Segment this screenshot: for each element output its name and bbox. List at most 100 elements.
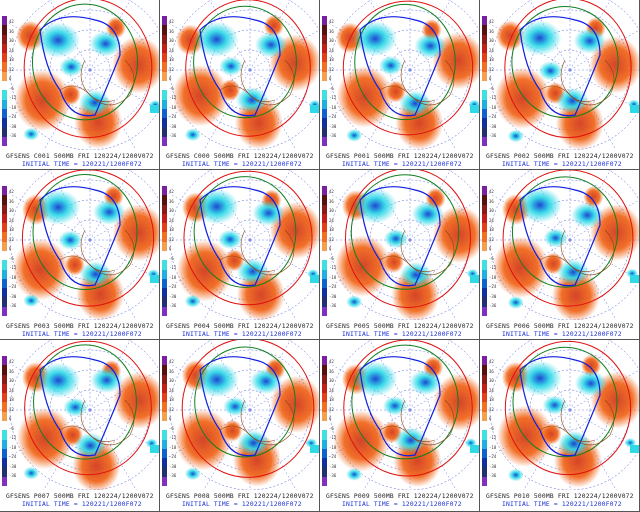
colorbar-label: -30	[9, 463, 17, 469]
colorbar-label: 24	[329, 47, 334, 53]
colorbar-label: 6	[169, 246, 172, 251]
colorbar-swatch	[2, 383, 7, 394]
colorbar-label: 12	[329, 236, 334, 242]
colorbar-swatch	[162, 232, 167, 242]
colorbar-swatch	[162, 411, 167, 421]
colorbar-label: 24	[169, 47, 174, 53]
colorbar-swatch	[2, 402, 7, 412]
ensemble-member-panel: 42 36 30 24 18 12 6 -6 -12 -18 -24 -30 -36 GFSENS P00…	[320, 0, 480, 170]
colorbar	[482, 356, 487, 486]
colorbar-label: 42	[489, 359, 494, 364]
colorbar-swatch	[162, 374, 167, 384]
initial-time-label: INITIAL TIME = 120221/1200F072	[342, 331, 462, 338]
colorbar-label: -30	[489, 123, 497, 129]
polar-stereographic-map	[480, 170, 639, 320]
colorbar-label: -36	[169, 303, 177, 308]
colorbar-label: 42	[489, 19, 494, 24]
colorbar-label: 12	[169, 236, 174, 242]
colorbar-swatch	[322, 99, 327, 109]
colorbar-swatch	[322, 71, 327, 81]
colorbar-label: -18	[169, 444, 177, 450]
colorbar-label: 24	[329, 217, 334, 223]
member-label: GFSENS C001 500MB FRI 120224/1200V072	[6, 153, 154, 160]
colorbar-label: 30	[169, 208, 174, 213]
colorbar-label: 42	[329, 19, 334, 24]
colorbar-label: -36	[329, 133, 337, 138]
colorbar-label: -12	[9, 435, 17, 440]
colorbar-label: 30	[329, 208, 334, 213]
colorbar-swatch	[162, 34, 167, 44]
colorbar-swatch	[162, 25, 167, 35]
ensemble-member-panel: 42 36 30 24 18 12 6 -6 -12 -18 -24 -30 -36 GFSENS P01…	[480, 340, 640, 512]
colorbar-swatch	[322, 297, 327, 307]
colorbar-label: 12	[489, 66, 494, 72]
colorbar-label: 24	[489, 387, 494, 393]
colorbar-label: 42	[169, 19, 174, 24]
colorbar-label: 36	[489, 368, 494, 374]
colorbar-swatch	[482, 90, 487, 100]
ensemble-member-panel: 42 36 30 24 18 12 6 -6 -12 -18 -24 -30 -36 GFSENS P00…	[480, 0, 640, 170]
colorbar-swatch	[322, 241, 327, 251]
colorbar-swatch	[322, 62, 327, 72]
colorbar-swatch	[482, 99, 487, 109]
colorbar-swatch	[2, 393, 7, 403]
colorbar-label: -30	[329, 463, 337, 469]
colorbar-swatch	[162, 99, 167, 109]
colorbar-swatch	[322, 232, 327, 242]
colorbar-swatch	[322, 127, 327, 137]
colorbar-label: -30	[329, 123, 337, 129]
colorbar-swatch	[482, 213, 487, 224]
member-label: GFSENS P005 500MB FRI 120224/1200V072	[326, 323, 474, 330]
colorbar-swatch	[482, 365, 487, 375]
colorbar-swatch	[2, 232, 7, 242]
colorbar-label: 6	[329, 246, 332, 251]
colorbar-label: -24	[9, 454, 17, 459]
colorbar	[482, 16, 487, 146]
colorbar-label: 6	[329, 416, 332, 421]
colorbar-label: 42	[329, 359, 334, 364]
colorbar-swatch	[2, 356, 7, 366]
colorbar-label: -6	[9, 425, 14, 431]
colorbar-swatch	[482, 306, 487, 316]
colorbar-label: -6	[329, 255, 334, 261]
colorbar-label: -30	[329, 293, 337, 299]
colorbar-swatch	[322, 213, 327, 224]
colorbar-label: 42	[169, 189, 174, 194]
colorbar-label: -18	[169, 104, 177, 110]
colorbar-swatch	[162, 186, 167, 196]
colorbar-swatch	[2, 90, 7, 100]
colorbar-swatch	[482, 34, 487, 44]
colorbar-swatch	[322, 43, 327, 54]
colorbar-label: -30	[9, 123, 17, 129]
colorbar-label: 12	[9, 66, 14, 72]
colorbar-swatch	[162, 356, 167, 366]
colorbar-label: -12	[329, 95, 337, 100]
colorbar-swatch	[2, 25, 7, 35]
initial-time-label: INITIAL TIME = 120221/1200F072	[502, 501, 622, 508]
colorbar-swatch	[2, 71, 7, 81]
colorbar-label: 6	[169, 76, 172, 81]
ensemble-member-panel: 42 36 30 24 18 12 6 -6 -12 -18 -24 -30 -36 GFSENS P00…	[160, 170, 320, 340]
colorbar-swatch	[482, 186, 487, 196]
colorbar-swatch	[2, 53, 7, 63]
member-label: GFSENS P010 500MB FRI 120224/1200V072	[486, 493, 634, 500]
colorbar-label: 18	[169, 397, 174, 402]
colorbar-label: -18	[329, 274, 337, 280]
polar-stereographic-map	[0, 0, 159, 150]
colorbar-label: -18	[9, 274, 17, 280]
colorbar-label: -12	[169, 435, 177, 440]
colorbar-swatch	[322, 260, 327, 270]
colorbar-label: -30	[489, 293, 497, 299]
colorbar	[482, 186, 487, 316]
colorbar-label: -6	[489, 85, 494, 91]
polar-stereographic-map	[0, 340, 159, 490]
colorbar-swatch	[482, 25, 487, 35]
colorbar-swatch	[482, 204, 487, 214]
colorbar-label: 36	[489, 28, 494, 34]
colorbar-label: -18	[329, 444, 337, 450]
colorbar-label: 18	[489, 397, 494, 402]
colorbar-label: -24	[329, 454, 337, 459]
colorbar-label: 36	[9, 368, 14, 374]
initial-time-label: INITIAL TIME = 120221/1200F072	[22, 501, 142, 508]
colorbar-label: 12	[489, 236, 494, 242]
